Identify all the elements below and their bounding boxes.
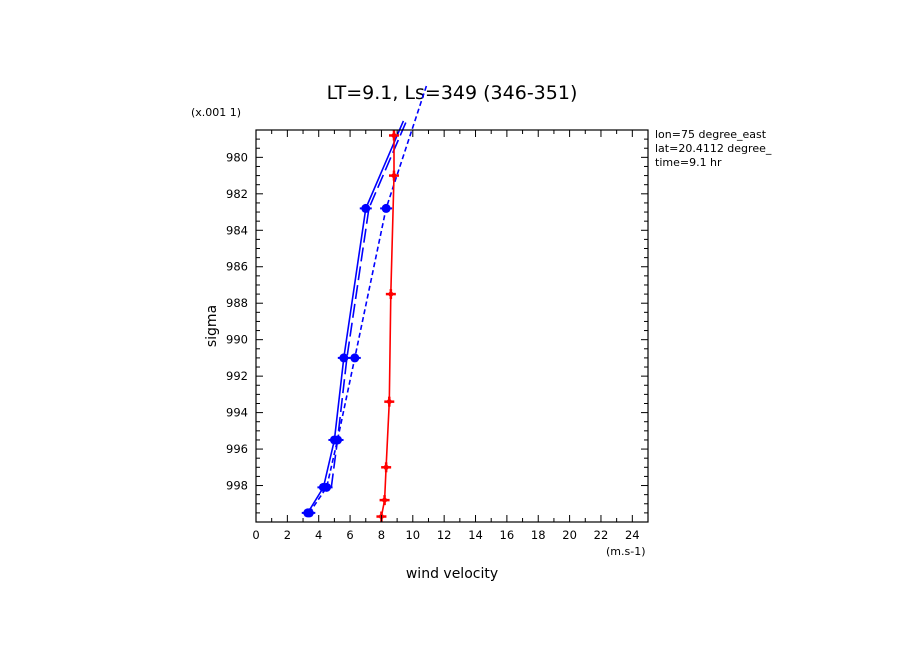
y-tick-label: 998	[226, 479, 248, 493]
series-line	[330, 120, 408, 488]
info-lat: lat=20.4112 degree_	[655, 142, 772, 155]
y-tick-label: 996	[226, 442, 248, 456]
data-point	[380, 203, 393, 213]
y-tick-label: 984	[226, 223, 248, 237]
data-point	[388, 130, 399, 141]
x-tick-label: 22	[594, 528, 609, 542]
x-tick-label: 12	[437, 528, 452, 542]
data-point	[320, 482, 333, 492]
y-axis-label: sigma	[204, 305, 220, 347]
x-unit-label: (m.s-1)	[606, 545, 646, 558]
plot-frame	[255, 129, 649, 523]
x-tick-label: 0	[252, 528, 259, 542]
x-tick-label: 24	[625, 528, 640, 542]
data-point	[337, 353, 350, 363]
marker-dot	[383, 464, 389, 470]
info-lon: lon=75 degree_east	[655, 128, 767, 141]
x-axis-ticks: 0 2 4 6 8 10 12 14 16 18 20 22 24	[252, 130, 649, 542]
data-point	[359, 203, 372, 213]
x-axis-label: wind velocity	[406, 566, 498, 582]
y-axis-ticks: 980 982 984 986 988 990 992 994 996 998	[226, 138, 648, 523]
chart-title: LT=9.1, Ls=349 (346-351)	[327, 82, 578, 104]
y-tick-label: 986	[226, 260, 248, 274]
data-point	[385, 289, 396, 300]
x-tick-label: 4	[315, 528, 322, 542]
series-line	[308, 84, 428, 514]
data-point	[388, 170, 399, 181]
y-tick-label: 980	[226, 150, 248, 164]
y-tick-label: 992	[226, 369, 248, 383]
x-tick-label: 18	[531, 528, 546, 542]
x-tick-label: 10	[405, 528, 420, 542]
x-tick-label: 14	[468, 528, 483, 542]
info-time: time=9.1 hr	[655, 156, 722, 169]
x-tick-label: 6	[346, 528, 353, 542]
y-tick-label: 988	[226, 296, 248, 310]
data-point	[381, 462, 392, 473]
y-tick-label: 982	[226, 187, 248, 201]
series-0	[301, 120, 405, 518]
x-tick-label: 20	[562, 528, 577, 542]
series-1	[303, 84, 428, 518]
x-tick-label: 8	[378, 528, 385, 542]
y-unit-label: (x.001 1)	[191, 106, 241, 119]
x-tick-label: 2	[284, 528, 291, 542]
data-point	[303, 508, 316, 518]
data-point	[348, 353, 361, 363]
plot-series	[301, 84, 428, 522]
marker-dot	[382, 497, 388, 503]
y-tick-label: 990	[226, 333, 248, 347]
info-box: lon=75 degree_east lat=20.4112 degree_ t…	[655, 128, 772, 169]
marker-dot	[388, 291, 394, 297]
series-3	[376, 130, 399, 522]
marker-dot	[386, 399, 392, 405]
series-line	[307, 120, 405, 514]
x-tick-label: 16	[500, 528, 515, 542]
y-tick-label: 994	[226, 406, 248, 420]
series-2	[330, 120, 408, 488]
marker-dot	[391, 132, 397, 138]
data-point	[384, 396, 395, 407]
marker-dot	[391, 173, 397, 179]
data-point	[379, 495, 390, 506]
